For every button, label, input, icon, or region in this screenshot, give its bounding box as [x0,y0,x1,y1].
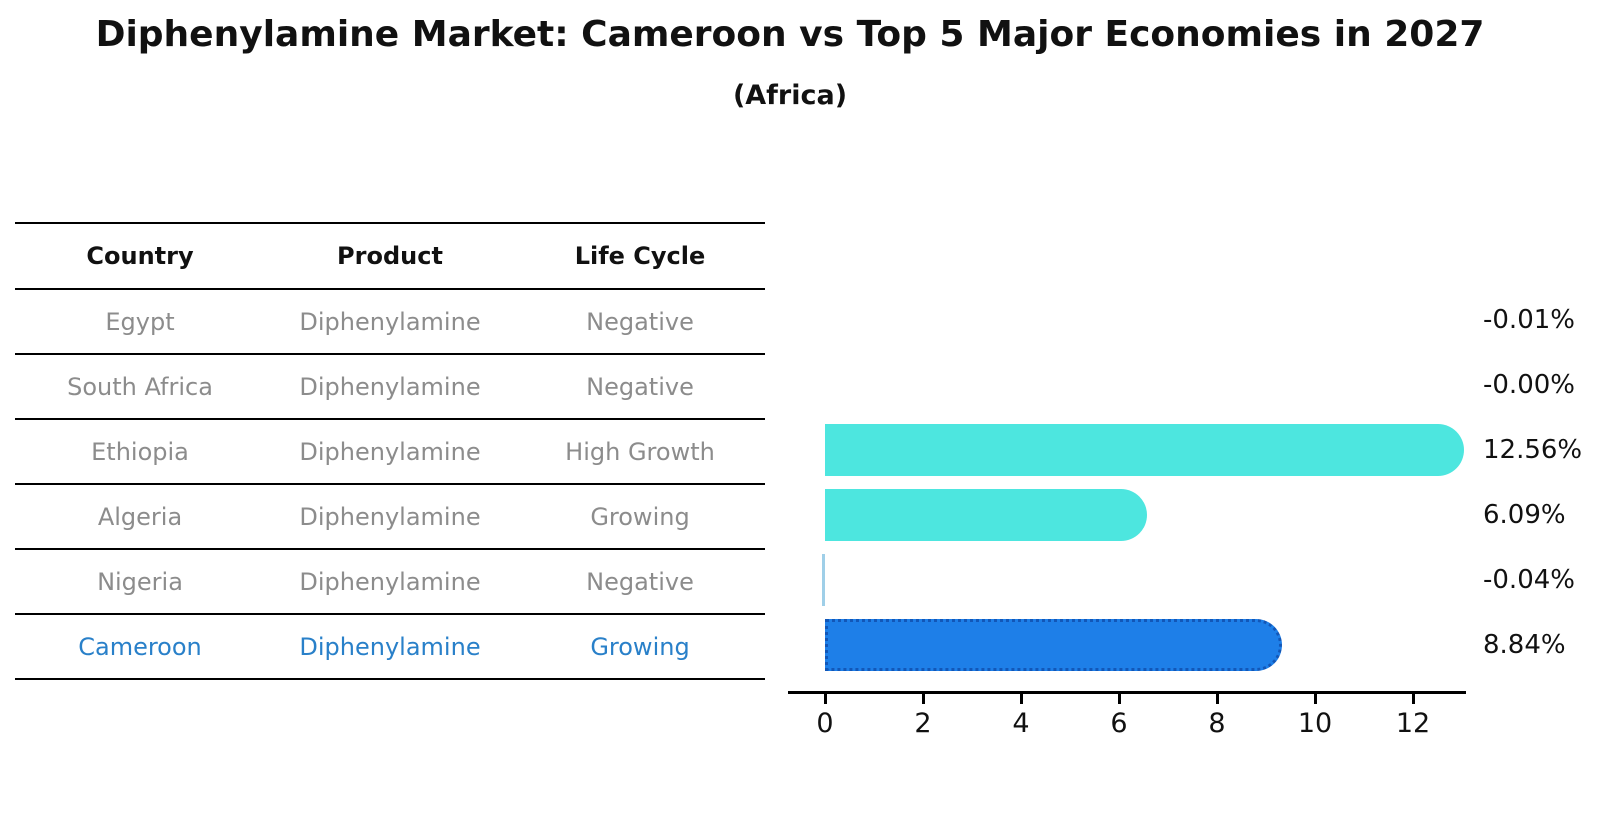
table-row-highlight-cameroon: Cameroon Diphenylamine Growing [15,613,765,678]
column-header-product: Product [337,242,443,270]
bar-value-label: 8.84% [1483,630,1566,660]
bar-value-label: -0.01% [1483,305,1575,335]
x-axis-tick [1412,694,1415,704]
x-axis-tick-label: 6 [1110,708,1128,739]
table-row: Egypt Diphenylamine Negative [15,288,765,353]
cell-country: South Africa [67,372,213,401]
cell-product: Diphenylamine [299,567,481,596]
cell-life-cycle: Negative [586,372,694,401]
column-header-country: Country [86,242,194,270]
cell-product: Diphenylamine [299,437,481,466]
x-axis-line [788,691,1466,694]
x-axis-tick-label: 10 [1297,708,1333,739]
column-header-life-cycle: Life Cycle [574,242,706,270]
cell-life-cycle: High Growth [565,437,715,466]
bar-algeria [825,489,1148,541]
table-row: South Africa Diphenylamine Negative [15,353,765,418]
x-axis-tick [922,694,925,704]
cell-product: Diphenylamine [299,632,481,661]
bar-value-label: 6.09% [1483,500,1566,530]
bar-value-label: -0.04% [1483,565,1575,595]
x-axis-tick-label: 0 [816,708,834,739]
chart-title: Diphenylamine Market: Cameroon vs Top 5 … [95,14,1485,55]
x-axis-tick [1314,694,1317,704]
cell-country: Egypt [105,307,175,336]
bar-ethiopia [825,424,1465,476]
cell-product: Diphenylamine [299,502,481,531]
bar-value-label: 12.56% [1483,435,1583,465]
cell-country: Algeria [97,502,183,531]
x-axis-tick-label: 2 [914,708,932,739]
cell-product: Diphenylamine [299,307,481,336]
x-axis-tick-label: 4 [1012,708,1030,739]
table-row: Algeria Diphenylamine Growing [15,483,765,548]
cell-country: Nigeria [97,567,183,596]
x-axis-tick [824,694,827,704]
cell-life-cycle: Growing [590,632,690,661]
x-axis-tick [1216,694,1219,704]
x-axis-tick [1020,694,1023,704]
cell-life-cycle: Negative [586,307,694,336]
cell-life-cycle: Growing [590,502,690,531]
cell-product: Diphenylamine [299,372,481,401]
chart-subtitle: (Africa) [732,80,848,111]
table-row: Ethiopia Diphenylamine High Growth [15,418,765,483]
table-header-row: Country Product Life Cycle [15,222,765,288]
cell-country: Ethiopia [91,437,189,466]
table-row: Nigeria Diphenylamine Negative [15,548,765,613]
bar-cameroon [825,619,1283,671]
cell-country: Cameroon [78,632,202,661]
cell-life-cycle: Negative [586,567,694,596]
country-info-table: Country Product Life Cycle Egypt Dipheny… [15,222,765,680]
x-axis-tick [1118,694,1121,704]
x-axis-tick-label: 12 [1395,708,1431,739]
bar-value-label: -0.00% [1483,370,1575,400]
bar-nigeria [822,554,825,606]
x-axis-tick-label: 8 [1208,708,1226,739]
